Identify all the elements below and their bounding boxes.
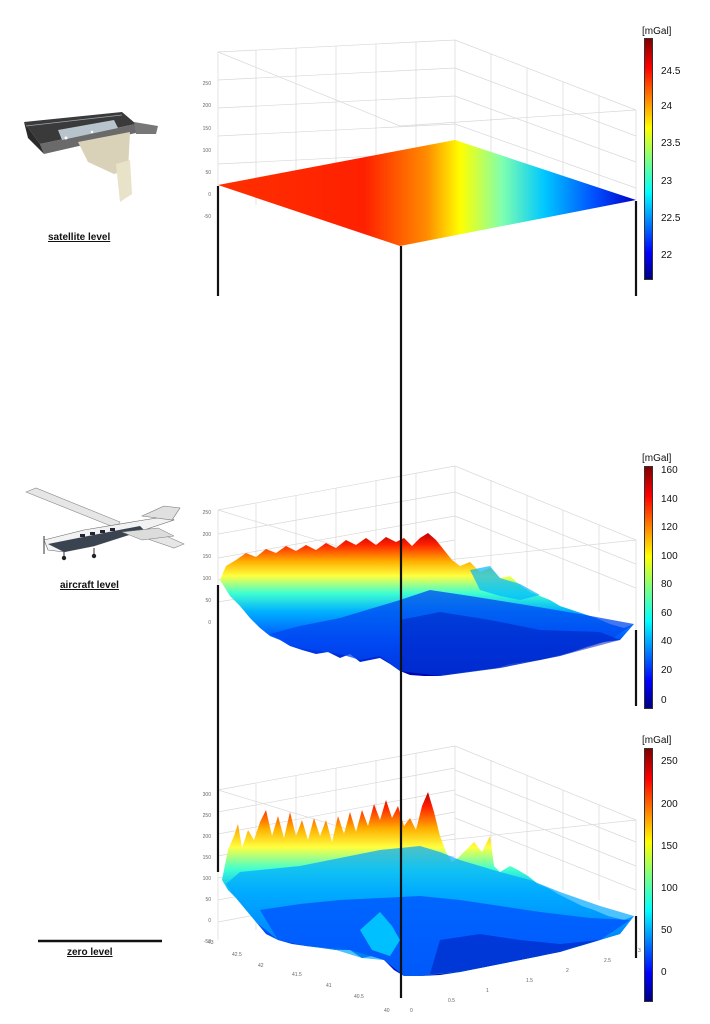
z-tick: 200 xyxy=(203,532,212,538)
lon-tick: 1.5 xyxy=(526,978,533,984)
satellite-field-surface xyxy=(218,140,636,246)
z-tick: 50 xyxy=(205,598,211,604)
colorbar-unit: [mGal] xyxy=(642,26,672,37)
z-tick: 250 xyxy=(203,510,212,516)
lat-tick: 43 xyxy=(208,940,214,946)
zero-z-ticks: 300 250 200 150 100 50 0 -50 xyxy=(203,792,212,945)
colorbar-tick: 60 xyxy=(661,608,673,619)
lat-tick: 40.5 xyxy=(354,994,364,1000)
colorbar-gradient xyxy=(644,38,653,280)
z-tick: 100 xyxy=(203,148,212,154)
colorbar-tick: 120 xyxy=(661,522,678,533)
prism-frame xyxy=(216,186,638,998)
colorbar-unit: [mGal] xyxy=(642,453,672,464)
aircraft-field-surface xyxy=(220,533,634,676)
colorbar-tick: 0 xyxy=(661,695,667,706)
aircraft-z-ticks: 250 200 150 100 50 0 xyxy=(203,510,212,626)
z-tick: 250 xyxy=(203,81,212,87)
colorbar-tick: 23.5 xyxy=(661,138,681,149)
lat-tick: 41.5 xyxy=(292,972,302,978)
colorbar-tick: 20 xyxy=(661,665,673,676)
z-tick: 0 xyxy=(208,620,211,626)
z-tick: -50 xyxy=(204,939,211,945)
aircraft-level-label: aircraft level xyxy=(60,580,119,591)
zero-field-surface xyxy=(222,792,634,976)
z-tick: 200 xyxy=(203,103,212,109)
lat-tick: 40 xyxy=(384,1008,390,1014)
z-tick: 150 xyxy=(203,855,212,861)
zero-level-label: zero level xyxy=(67,947,113,958)
lon-tick: 2.5 xyxy=(604,958,611,964)
lat-tick: 42 xyxy=(258,963,264,969)
latitude-ticks: 43 42.5 42 41.5 41 40.5 40 xyxy=(208,940,390,1014)
z-tick: 300 xyxy=(203,792,212,798)
z-tick: -50 xyxy=(204,214,211,220)
colorbar-tick: 40 xyxy=(661,636,673,647)
aircraft-icon xyxy=(25,487,185,561)
z-tick: 100 xyxy=(203,576,212,582)
longitude-ticks: 0 0.5 1 1.5 2 2.5 3 xyxy=(410,948,641,1014)
colorbar-tick: 23 xyxy=(661,176,673,187)
z-tick: 50 xyxy=(205,170,211,176)
z-tick: 200 xyxy=(203,834,212,840)
satellite-icon xyxy=(24,112,158,202)
colorbar-tick: 150 xyxy=(661,841,678,852)
z-tick: 150 xyxy=(203,126,212,132)
lon-tick: 0.5 xyxy=(448,998,455,1004)
lon-tick: 1 xyxy=(486,988,489,994)
lon-tick: 0 xyxy=(410,1008,413,1014)
colorbar-tick: 200 xyxy=(661,799,678,810)
lat-tick: 42.5 xyxy=(232,952,242,958)
satellite-level-label: satellite level xyxy=(48,232,111,243)
colorbar-tick: 22 xyxy=(661,250,673,261)
colorbar-tick: 0 xyxy=(661,967,667,978)
z-tick: 0 xyxy=(208,918,211,924)
colorbar-tick: 24 xyxy=(661,101,673,112)
colorbar-tick: 160 xyxy=(661,465,678,476)
colorbar-tick: 140 xyxy=(661,494,678,505)
lat-tick: 41 xyxy=(326,983,332,989)
satellite-z-ticks: 250 200 150 100 50 0 -50 xyxy=(203,81,212,220)
colorbar-tick: 80 xyxy=(661,579,673,590)
lon-tick: 3 xyxy=(638,948,641,954)
z-tick: 100 xyxy=(203,876,212,882)
colorbar-gradient xyxy=(644,466,653,709)
colorbar-gradient xyxy=(644,748,653,1002)
lon-tick: 2 xyxy=(566,968,569,974)
colorbar-tick: 250 xyxy=(661,756,678,767)
z-tick: 250 xyxy=(203,813,212,819)
colorbar-unit: [mGal] xyxy=(642,735,672,746)
colorbar-tick: 100 xyxy=(661,883,678,894)
z-tick: 150 xyxy=(203,554,212,560)
colorbar-tick: 100 xyxy=(661,551,678,562)
colorbar-tick: 22.5 xyxy=(661,213,681,224)
colorbar-tick: 50 xyxy=(661,925,673,936)
z-tick: 0 xyxy=(208,192,211,198)
z-tick: 50 xyxy=(205,897,211,903)
colorbar-tick: 24.5 xyxy=(661,66,681,77)
